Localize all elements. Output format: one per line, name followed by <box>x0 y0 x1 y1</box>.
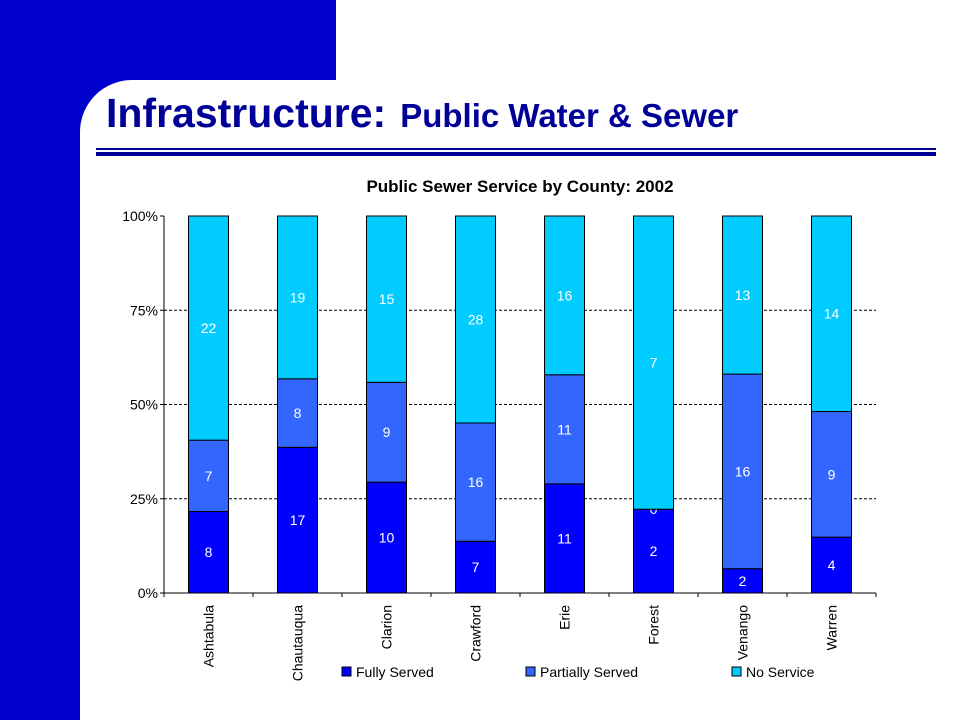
brand-band-left <box>0 0 80 720</box>
bar-segment <box>544 483 585 594</box>
data-label: 15 <box>379 291 395 307</box>
y-tick-label: 0% <box>138 585 158 601</box>
data-label: 4 <box>828 557 836 573</box>
data-label: 19 <box>290 289 306 305</box>
data-label: 7 <box>205 468 213 484</box>
data-label: 8 <box>205 544 213 560</box>
category-label: Warren <box>824 605 840 650</box>
data-label: 16 <box>468 474 484 490</box>
data-label: 7 <box>472 559 480 575</box>
bar-segment <box>188 439 229 512</box>
category-label: Clarion <box>379 605 395 649</box>
title-divider-thick <box>96 152 936 156</box>
title-divider-thin <box>96 148 936 150</box>
bar-segment <box>366 481 407 594</box>
bar-segment <box>811 410 852 538</box>
bar-segment <box>722 373 763 570</box>
bar-segment <box>188 215 229 441</box>
legend-swatch <box>731 666 742 677</box>
bar-segment <box>722 568 763 594</box>
chart-title: Public Sewer Service by County: 2002 <box>366 177 673 196</box>
bar-segment <box>277 215 318 380</box>
data-label: 2 <box>650 543 658 559</box>
y-tick-label: 75% <box>130 302 158 318</box>
y-tick-label: 100% <box>122 208 158 224</box>
page-title-main: Infrastructure: <box>106 90 387 136</box>
bar-segment <box>277 446 318 594</box>
legend-label: Fully Served <box>356 664 434 680</box>
data-label: 7 <box>650 355 658 371</box>
data-label: 8 <box>294 405 302 421</box>
data-label: 10 <box>379 530 395 546</box>
y-tick-label: 50% <box>130 397 158 413</box>
bar-segment <box>544 215 585 376</box>
category-label: Crawford <box>468 605 484 662</box>
data-label: 16 <box>735 463 751 479</box>
data-label: 11 <box>557 421 572 437</box>
category-label: Venango <box>735 605 751 660</box>
legend-swatch <box>525 666 536 677</box>
bar-segment <box>455 540 496 594</box>
data-label: 17 <box>290 512 306 528</box>
bar-segment <box>277 378 318 448</box>
data-label: 14 <box>824 306 840 322</box>
sewer-service-chart: Public Sewer Service by County: 20020%25… <box>122 177 877 682</box>
bar-segment <box>811 215 852 412</box>
page-title: Infrastructure: Public Water & Sewer <box>106 90 738 137</box>
data-label: 9 <box>828 466 836 482</box>
category-label: Forest <box>646 605 662 645</box>
brand-band-corner <box>80 80 132 132</box>
data-label: 13 <box>735 287 751 303</box>
bar-segment <box>188 510 229 594</box>
data-label: 28 <box>468 311 484 327</box>
legend-label: No Service <box>746 664 815 680</box>
bar-segment <box>722 215 763 375</box>
data-label: 22 <box>201 320 217 336</box>
data-label: 2 <box>739 573 747 589</box>
data-label: 11 <box>557 530 572 546</box>
bar-segment <box>811 536 852 594</box>
bar-segment <box>455 422 496 542</box>
page-title-sub: Public Water & Sewer <box>400 97 739 134</box>
bar-segment <box>366 215 407 383</box>
legend-swatch <box>341 666 352 677</box>
y-tick-label: 25% <box>130 491 158 507</box>
bar-segment <box>633 215 674 510</box>
category-label: Ashtabula <box>201 605 217 667</box>
data-label: 9 <box>383 424 391 440</box>
category-label: Chautauqua <box>290 605 306 682</box>
legend-label: Partially Served <box>540 664 638 680</box>
data-label: 16 <box>557 287 573 303</box>
category-label: Erie <box>557 605 573 630</box>
bar-segment <box>455 215 496 424</box>
bar-segment <box>544 374 585 485</box>
